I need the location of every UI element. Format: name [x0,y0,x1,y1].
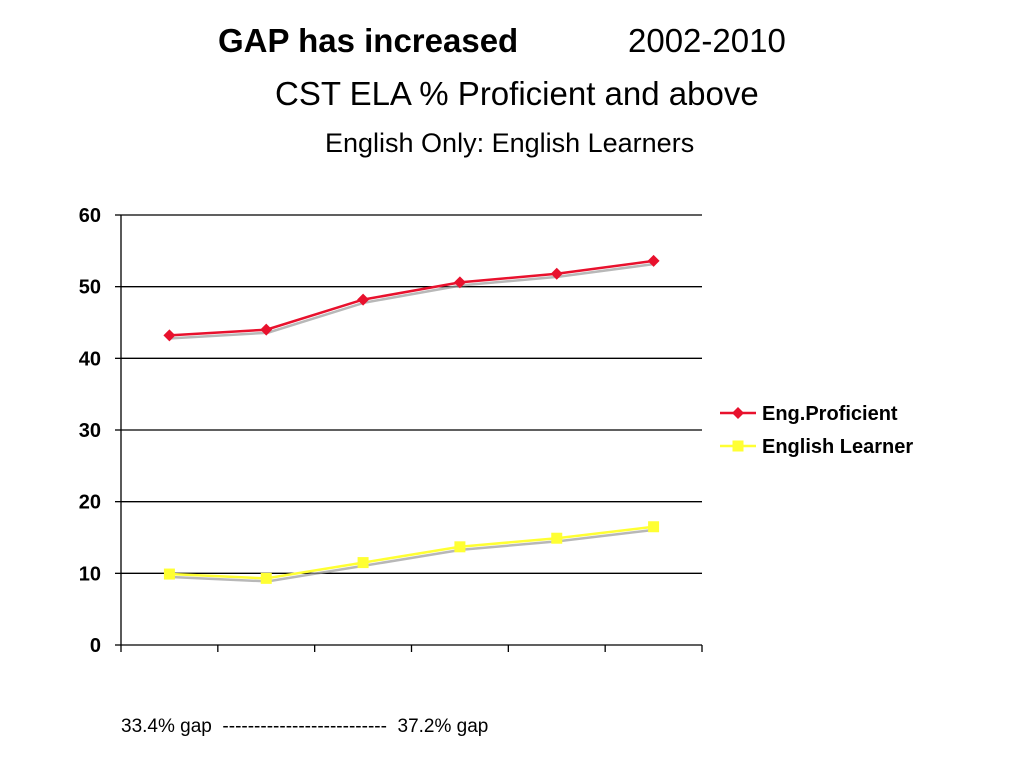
slide-title-bold: GAP has increased [218,22,519,59]
y-tick-label: 40 [79,348,101,370]
data-point [357,557,369,569]
legend-marker [732,407,744,419]
data-point [163,568,175,580]
series-line [169,525,654,580]
data-point [648,521,660,533]
data-point [647,254,660,267]
y-tick-label: 30 [79,420,101,442]
data-point [453,276,466,289]
slide-subsubtitle: English Only: English Learners [325,128,695,158]
y-tick-label: 10 [79,563,101,585]
y-tick-label: 0 [90,635,101,657]
data-point [163,329,176,342]
data-point [550,267,563,280]
gap-end-label: 37.2% gap [397,716,489,737]
slide-title: GAP has increased 2002-2010 [0,22,1024,72]
data-point [357,293,370,306]
data-point [551,532,563,544]
legend-marker [732,440,744,452]
series-line [169,259,654,337]
y-tick-label: 60 [79,205,101,227]
slide-title-years: 2002-2010 [628,22,786,59]
data-point [260,572,272,584]
gap-start-label: 33.4% gap [121,716,212,737]
y-tick-label: 20 [79,492,101,514]
series-line-shadow [170,528,656,583]
series-line-shadow [170,262,656,340]
gap-dashes: -------------------------- [222,716,387,737]
data-point [454,541,466,553]
data-point [260,323,273,336]
slide-subtitle: CST ELA % Proficient and above [275,75,759,112]
legend-label: English Learner [762,436,913,458]
legend-label: Eng.Proficient [762,403,898,425]
gap-note: 33.4% gap -------------------------- 37.… [121,716,488,738]
y-tick-label: 50 [79,277,101,299]
